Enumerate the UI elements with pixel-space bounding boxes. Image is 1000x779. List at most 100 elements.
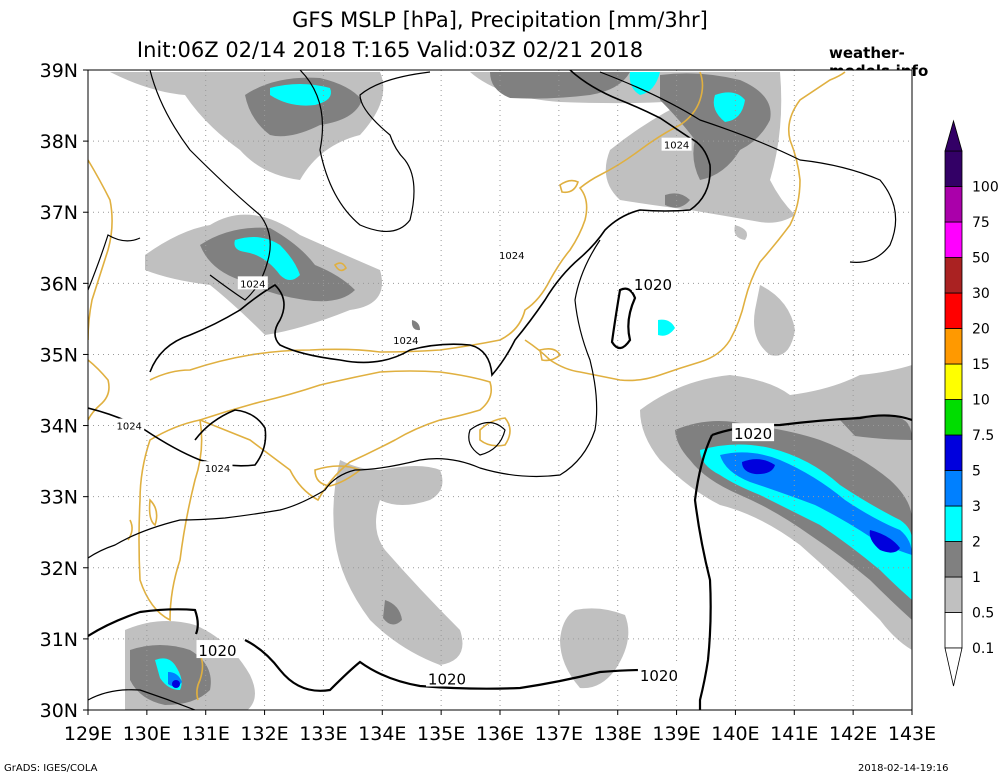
map-area [87, 69, 913, 711]
isobar-label: 1024 [664, 141, 689, 152]
legend-label: 7.5 [972, 428, 994, 444]
y-tick-label: 36N [40, 273, 78, 295]
x-tick-label: 139E [652, 723, 700, 745]
legend-label: 2 [972, 535, 981, 551]
legend-swatch [944, 292, 963, 329]
isobar-label: 1020 [428, 671, 466, 689]
isobar-1024 [468, 421, 506, 456]
legend-label: 3 [972, 499, 981, 515]
isobar-1020 [244, 639, 671, 692]
legend-label: 5 [972, 464, 981, 480]
precip-3mm [172, 459, 900, 688]
precip-1mm [155, 72, 912, 690]
legend-swatch [944, 505, 963, 542]
x-tick-label: 129E [64, 723, 112, 745]
x-tick-label: 134E [358, 723, 406, 745]
x-tick-label: 137E [535, 723, 583, 745]
isobar-labels: 1024 1024 1024 1024 1024 1024 1020 1020 1020 1020… [114, 137, 775, 689]
chart-title: GFS MSLP [hPa], Precipitation [mm/3hr] [292, 8, 708, 32]
legend-swatch [944, 399, 963, 436]
isobar-label: 1020 [198, 642, 236, 660]
legend-swatch [944, 434, 963, 471]
x-tick-label: 138E [594, 723, 642, 745]
y-tick-label: 39N [40, 60, 78, 82]
isobar-label-bg [390, 333, 421, 347]
x-tick-label: 143E [888, 723, 936, 745]
isobar-label-bg [661, 137, 692, 151]
isobar-1024 [88, 239, 601, 559]
isobar-label-bg [632, 273, 675, 292]
legend-label: 10 [972, 393, 990, 409]
isobar-label-bg [637, 664, 680, 683]
legend-swatch [944, 186, 963, 223]
y-tick-label: 37N [40, 202, 78, 224]
grid-lines [88, 70, 912, 710]
isobar-1024 [149, 70, 271, 301]
legend-label: 100 [972, 180, 999, 196]
color-legend: 0.1 0.5 1 2 3 5 7.5 10 15 20 30 50 75 100 [944, 119, 999, 687]
isobar-1024 [299, 70, 431, 232]
isobar-label-bg [202, 461, 233, 475]
isobar-label: 1020 [634, 276, 672, 294]
isobar-label: 1024 [240, 279, 265, 290]
y-tick-label: 33N [40, 487, 78, 509]
legend-label: 0.5 [972, 606, 994, 622]
isobar-label-bg [732, 423, 775, 442]
isobar-1024 [88, 407, 267, 467]
footer-credit: GrADS: IGES/COLA [4, 763, 98, 774]
isobars [88, 70, 912, 710]
isobar-label-bg [114, 418, 145, 432]
isobar-1024 [599, 71, 897, 263]
x-tick-label: 142E [829, 723, 877, 745]
y-tick-label: 32N [40, 558, 78, 580]
isobar-1020 [88, 689, 197, 710]
x-tick-label: 130E [123, 723, 171, 745]
isobar-1024 [88, 234, 141, 291]
isobar-1020 [693, 434, 713, 710]
isobar-1020 [610, 287, 637, 350]
legend-label: 0.1 [972, 641, 994, 657]
isobar-label-bg [237, 276, 268, 290]
isobar-label: 1020 [734, 425, 772, 443]
legend-swatch [944, 576, 963, 613]
x-tick-label: 131E [182, 723, 230, 745]
legend-label: 20 [972, 322, 990, 338]
legend-swatch [944, 470, 963, 507]
isobar-label: 1024 [499, 251, 524, 262]
isobar-label-bg [196, 640, 239, 659]
x-tick-label: 133E [299, 723, 347, 745]
isobar-label-bg [426, 668, 469, 687]
legend-label: 75 [972, 215, 990, 231]
y-tick-label: 35N [40, 344, 78, 366]
y-tick-label: 30N [40, 700, 78, 722]
isobar-label: 1020 [640, 667, 678, 685]
legend-label: 50 [972, 251, 990, 267]
x-axis: 129E 130E 131E 132E 133E 134E 135E 136E 137E 138E… [64, 710, 936, 745]
isobar-label-bg [496, 247, 527, 261]
legend-label: 15 [972, 357, 990, 373]
legend-label: 1 [972, 570, 981, 586]
legend-arrow-top [944, 119, 963, 152]
y-tick-label: 31N [40, 629, 78, 651]
y-axis: 30N 31N 32N 33N 34N 35N 36N 37N 38N 39N [40, 60, 88, 722]
x-tick-label: 135E [417, 723, 465, 745]
isobar-1024 [149, 70, 711, 377]
isobar-label: 1024 [393, 336, 418, 347]
legend-label: 30 [972, 286, 990, 302]
legend-swatch [944, 257, 963, 294]
legend-swatch [944, 328, 963, 365]
legend-swatch [944, 541, 963, 578]
x-tick-label: 141E [770, 723, 818, 745]
y-tick-label: 34N [40, 416, 78, 438]
y-tick-label: 38N [40, 131, 78, 153]
legend-swatch [944, 221, 963, 258]
legend-swatch [944, 363, 963, 400]
isobar-label: 1024 [116, 422, 141, 433]
chart-subtitle: Init:06Z 02/14 2018 T:165 Valid:03Z 02/2… [136, 38, 644, 62]
legend-swatch [944, 612, 963, 649]
x-tick-label: 140E [711, 723, 759, 745]
isobar-1020 [88, 608, 199, 637]
legend-swatch [944, 150, 963, 187]
legend-arrow-bottom [944, 647, 963, 687]
